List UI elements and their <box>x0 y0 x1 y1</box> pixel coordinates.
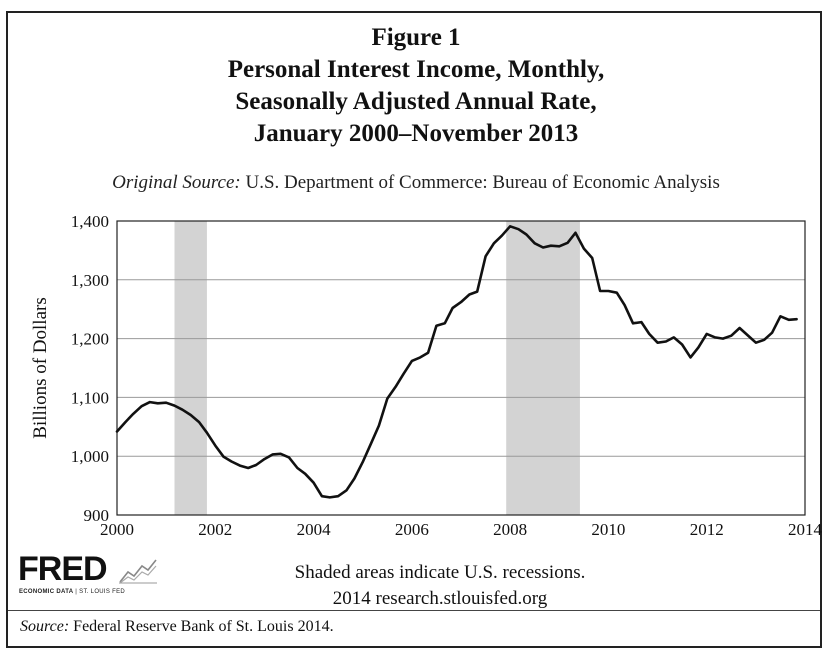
x-tick-label: 2002 <box>198 520 232 539</box>
y-axis-label: Billions of Dollars <box>30 297 51 438</box>
original-source-label: Original Source: <box>112 172 241 193</box>
original-source: Original Source: U.S. Department of Comm… <box>0 172 832 194</box>
title-line-4: January 2000–November 2013 <box>253 120 579 147</box>
x-tick-label: 2014 <box>788 520 823 539</box>
y-tick-label: 1,000 <box>71 447 109 466</box>
recession-band <box>174 221 207 515</box>
title-line-1: Figure 1 <box>371 24 461 51</box>
fred-subtitle-rest: ST. LOUIS FED <box>79 589 126 595</box>
title-line-2: Personal Interest Income, Monthly, <box>227 56 605 83</box>
recession-note: Shaded areas indicate U.S. recessions. 2… <box>230 560 650 612</box>
y-tick-label: 1,400 <box>71 212 109 231</box>
fred-subtitle-sep: | <box>73 589 80 595</box>
figure-frame <box>6 11 822 648</box>
footer-source-text: Federal Reserve Bank of St. Louis 2014. <box>69 618 334 635</box>
series-line <box>115 225 798 499</box>
recession-note-line-2: 2014 research.stlouisfed.org <box>332 588 548 609</box>
line-chart-icon <box>119 559 157 584</box>
y-tick-label: 1,200 <box>71 330 109 349</box>
x-tick-label: 2004 <box>297 520 332 539</box>
x-tick-label: 2000 <box>100 520 134 539</box>
fred-logo: FRED ECONOMIC DATA | ST. LOUIS FED <box>18 552 188 598</box>
title-line-3: Seasonally Adjusted Annual Rate, <box>235 88 597 115</box>
recession-band <box>506 221 580 515</box>
fred-logo-word: FRED <box>18 550 108 588</box>
footer-source: Source: Federal Reserve Bank of St. Loui… <box>20 618 334 636</box>
y-tick-label: 1,300 <box>71 271 109 290</box>
original-source-text: U.S. Department of Commerce: Bureau of E… <box>240 172 720 193</box>
fred-logo-subtitle: ECONOMIC DATA | ST. LOUIS FED <box>19 589 125 595</box>
recession-note-line-1: Shaded areas indicate U.S. recessions. <box>294 562 586 583</box>
footer-source-label: Source: <box>20 618 70 635</box>
fred-subtitle-bold: ECONOMIC DATA <box>19 589 74 595</box>
x-tick-label: 2008 <box>493 520 527 539</box>
figure-title: Figure 1 Personal Interest Income, Month… <box>0 22 832 150</box>
y-tick-label: 1,100 <box>71 388 109 407</box>
x-tick-label: 2012 <box>690 520 724 539</box>
x-tick-label: 2010 <box>591 520 625 539</box>
footer-divider <box>8 610 820 611</box>
x-tick-label: 2006 <box>395 520 429 539</box>
y-tick-label: 900 <box>84 506 110 525</box>
plot-frame <box>116 220 806 516</box>
